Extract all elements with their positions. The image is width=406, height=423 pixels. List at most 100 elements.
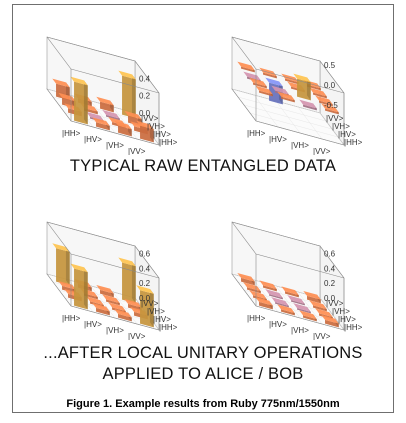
col-basis-label: |HV>	[338, 315, 356, 324]
row-basis-label: |VH>	[291, 141, 309, 150]
z-tick-label: 0.0	[324, 294, 336, 303]
col-basis-label: |HH>	[344, 138, 363, 147]
bar-|HH>-|VV>	[52, 243, 70, 286]
col-basis-label: |VH>	[147, 122, 165, 131]
bar-|VV>-|HH>	[136, 285, 154, 328]
row-basis-label: |VV>	[313, 147, 331, 155]
row-basis-label: |HV>	[84, 320, 102, 329]
bar-|VH>-|VH>	[287, 295, 305, 306]
bar-|HV>-|HH>	[277, 304, 295, 316]
row-basis-label: |HH>	[62, 129, 81, 138]
bar-|VH>-|HH>	[114, 120, 132, 137]
bar-|HV>-|HH>	[92, 302, 110, 316]
z-tick-label: 0.4	[139, 74, 151, 83]
col-basis-label: |HV>	[153, 130, 171, 139]
bars	[52, 243, 154, 328]
bar-|VV>-|VV>	[303, 290, 321, 304]
front-edges	[231, 36, 345, 146]
bar-|VH>-|HH>	[299, 310, 317, 322]
col-basis-label: |VV>	[141, 114, 159, 123]
front-edges	[231, 221, 345, 331]
bar-|VH>-|HV>	[293, 303, 311, 314]
bar-|HH>-|HH>	[255, 296, 273, 310]
bar-|VH>-|HH>	[299, 99, 317, 111]
density-matrix-plot-corrected-real: 0.00.20.40.6|HH>|VV>|HV>|VH>|VH>|HV>|VV>…	[46, 221, 178, 340]
bars	[237, 272, 339, 328]
z-ticks: 0.0 0.2 0.4	[139, 74, 151, 118]
col-basis-label: |HH>	[159, 323, 178, 332]
row-basis-label: |HV>	[269, 135, 287, 144]
z-tick-label: 0.6	[324, 249, 336, 258]
plot-group: 0.00.20.4|HH>|VV>|HV>|VH>|VH>|HV>|VV>|HH…	[46, 36, 178, 155]
z-tick-label: 0.0	[324, 81, 336, 90]
bars	[237, 61, 339, 115]
bar-|VV>-|HH>	[321, 103, 339, 115]
density-matrix-plot-raw-real: 0.00.20.4|HH>|VV>|HV>|VH>|VH>|HV>|VV>|HH…	[46, 36, 178, 155]
bar-|VH>-|VH>	[102, 294, 120, 306]
figure-frame: 0.0 0.2 0.4 |HH> |VV> |HV> |VH> |VH> |HV> |VV> |HH…	[12, 4, 394, 413]
plot-group: 0.50.0-0.5|HH>|VV>|HV>|VH>|VH>|HV>|VV>|H…	[231, 36, 363, 155]
row-basis-label: |VH>	[291, 326, 309, 335]
bar-|HH>-|VV>	[237, 61, 255, 73]
col-basis-label: |VV>	[326, 114, 344, 123]
caption-after-operations-line1: ...AFTER LOCAL UNITARY OPERATIONS	[43, 344, 363, 362]
row-basis-label: |VV>	[128, 332, 146, 340]
z-ticks: 0.5 0.0 -0.5	[324, 61, 338, 110]
plot-group: 0.00.20.40.6|HH>|VV>|HV>|VH>|VH>|HV>|VV>…	[46, 221, 178, 340]
bar-|HH>-|HH>	[70, 263, 88, 310]
z-tick-label: 0.0	[139, 109, 151, 118]
figure-caption: Figure 1. Example results from Ruby 775n…	[66, 398, 340, 410]
basis-labels: |HH>|VV>|HV>|VH>|VH>|HV>|VV>|HH>	[62, 299, 178, 340]
row-basis-label: |HV>	[84, 135, 102, 144]
bar-|VV>-|VV>	[118, 70, 136, 119]
row-basis-label: |VH>	[106, 326, 124, 335]
bar-|VV>-|HH>	[136, 120, 154, 143]
z-tick-label: 0.5	[324, 61, 336, 70]
bar-|VV>-|HH>	[321, 314, 339, 328]
col-basis-label: |HH>	[159, 138, 178, 147]
z-tick-label: 0.6	[139, 249, 151, 258]
z-tick-label: 0.2	[139, 92, 151, 101]
bar-|HV>-|VV>	[259, 280, 277, 292]
plot-group: 0.00.20.40.6|HH>|VV>|HV>|VH>|VH>|HV>|VV>…	[231, 221, 363, 340]
bar-|HV>-|HV>	[271, 297, 289, 308]
z-tick-label: -0.5	[324, 101, 338, 110]
caption-after-operations-line2: APPLIED TO ALICE / BOB	[102, 365, 304, 383]
bar-|VV>-|VH>	[309, 300, 327, 312]
z-tick-label: 0.4	[139, 264, 151, 273]
bar-|VH>-|VH>	[102, 109, 120, 121]
z-tick-label: 0.2	[324, 279, 336, 288]
bar-|HH>-|HH>	[70, 76, 88, 125]
z-tick-label: 0.2	[139, 279, 151, 288]
z-tick-label: 0.4	[324, 264, 336, 273]
basis-labels: |HH>|VV>|HV>|VH>|VH>|HV>|VV>|HH>	[62, 114, 178, 155]
bar-|VH>-|HH>	[114, 308, 132, 322]
bar-|VH>-|HV>	[293, 73, 311, 101]
caption-raw-data: TYPICAL RAW ENTANGLED DATA	[69, 157, 337, 175]
z-ticks: 0.0 0.2 0.4 0.6	[139, 249, 151, 303]
bar-|VV>-|VV>	[118, 257, 136, 304]
col-basis-label: |VV>	[141, 299, 159, 308]
bar-|HV>-|HH>	[92, 117, 110, 131]
front-edges	[46, 36, 160, 146]
bar-|HH>-|HH>	[255, 85, 273, 97]
z-ticks: 0.0 0.2 0.4 0.6	[324, 249, 336, 303]
row-basis-label: |VH>	[106, 141, 124, 150]
basis-labels: |HH>|VV>|HV>|VH>|VH>|HV>|VV>|HH>	[247, 114, 363, 155]
basis-labels: |HH>|VV>|HV>|VH>|VH>|HV>|VV>|HH>	[247, 299, 363, 340]
bar-|VH>-|VV>	[281, 286, 299, 298]
col-basis-label: |VH>	[147, 307, 165, 316]
bars	[52, 70, 154, 143]
bar-|HH>-|VV>	[237, 272, 255, 286]
col-basis-label: |VV>	[326, 299, 344, 308]
row-basis-label: |HV>	[269, 320, 287, 329]
row-basis-label: |HH>	[62, 314, 81, 323]
row-basis-label: |VV>	[313, 332, 331, 340]
density-matrix-plot-raw-imag: 0.50.0-0.5|HH>|VV>|HV>|VH>|VH>|HV>|VV>|H…	[231, 36, 363, 155]
row-basis-label: |HH>	[247, 129, 266, 138]
row-basis-label: |HH>	[247, 314, 266, 323]
col-basis-label: |HH>	[344, 323, 363, 332]
bar-|VV>-|VH>	[309, 87, 327, 99]
density-matrix-plot-corrected-imag: 0.00.20.40.6|HH>|VV>|HV>|VH>|VH>|HV>|VV>…	[231, 221, 363, 340]
row-basis-label: |VV>	[128, 147, 146, 155]
